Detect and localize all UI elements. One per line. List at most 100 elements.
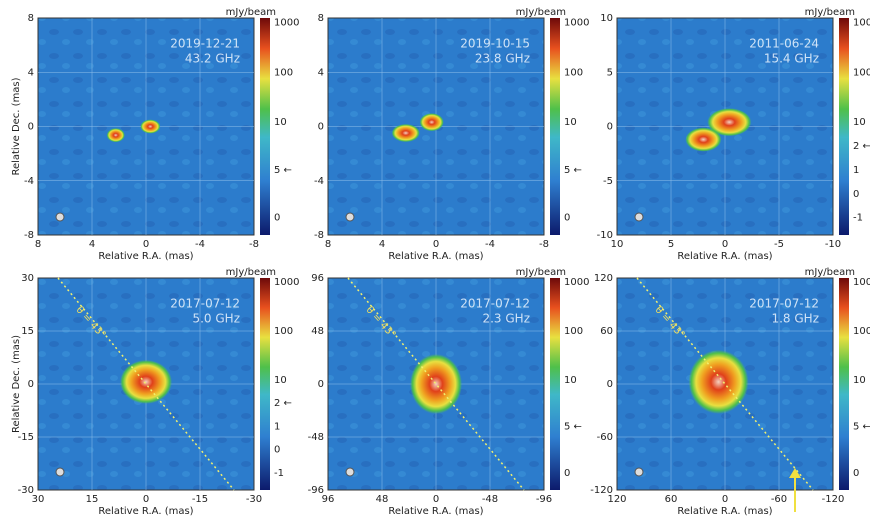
colorbar-tick-label: 100	[274, 67, 293, 78]
colorbar-tick-label: -1	[274, 468, 284, 479]
y-tick-label: 120	[594, 273, 613, 284]
source	[107, 128, 125, 142]
x-tick-label: -48	[482, 494, 498, 505]
colorbar-tick-label: 0	[564, 468, 570, 479]
colorbar	[839, 278, 849, 490]
y-tick-label: -5	[603, 176, 613, 187]
colorbar-tick-label: 0	[853, 189, 859, 200]
y-tick-label: 0	[318, 122, 324, 133]
y-tick-label: 8	[318, 13, 324, 24]
date: 2017-07-12	[749, 297, 819, 311]
colorbar	[260, 18, 270, 235]
colorbar-unit: mJy/beam	[516, 7, 566, 18]
colorbar-tick-label: 10	[274, 117, 287, 128]
frequency: 43.2 GHz	[185, 52, 240, 66]
frequency: 2.3 GHz	[482, 312, 530, 326]
colorbar-unit: mJy/beam	[805, 7, 855, 18]
y-tick-label: 8	[28, 13, 34, 24]
colorbar-tick-label: 0	[564, 213, 570, 224]
y-tick-label: 30	[21, 273, 34, 284]
y-axis-label: Relative Dec. (mas)	[11, 77, 22, 175]
x-tick-label: 5	[668, 239, 674, 250]
colorbar-tick-label: 10	[853, 117, 866, 128]
colorbar-tick-label: 0	[274, 445, 280, 456]
y-tick-label: 5	[607, 67, 613, 78]
y-tick-label: -4	[314, 176, 324, 187]
source	[420, 113, 444, 131]
frequency: 23.8 GHz	[475, 52, 530, 66]
colorbar-tick-label: 10	[564, 117, 577, 128]
x-axis-label: Relative R.A. (mas)	[98, 506, 193, 517]
colorbar-tick-label: 1000	[564, 277, 589, 288]
beam	[56, 468, 64, 476]
y-tick-label: 4	[28, 67, 34, 78]
colorbar-tick-label: 100	[853, 67, 870, 78]
colorbar-tick-label: 5 ←	[274, 165, 292, 176]
y-tick-label: -96	[308, 485, 324, 496]
colorbar-tick-label: 100	[274, 326, 293, 337]
date: 2019-12-21	[170, 37, 240, 51]
x-tick-label: 0	[722, 494, 728, 505]
date: 2017-07-12	[460, 297, 530, 311]
y-tick-label: -120	[590, 485, 613, 496]
x-tick-label: 60	[665, 494, 678, 505]
source	[689, 350, 749, 414]
x-tick-label: -60	[771, 494, 787, 505]
x-tick-label: -4	[195, 239, 205, 250]
y-tick-label: -48	[308, 432, 324, 443]
frequency: 15.4 GHz	[764, 52, 819, 66]
colorbar-tick-label: 2 ←	[853, 141, 870, 152]
x-tick-label: 8	[325, 239, 331, 250]
colorbar	[260, 278, 270, 490]
x-tick-label: 0	[722, 239, 728, 250]
date: 2017-07-12	[170, 297, 240, 311]
colorbar-tick-label: -1	[853, 213, 863, 224]
colorbar-tick-label: 100	[564, 67, 583, 78]
y-tick-label: -8	[314, 230, 324, 241]
source	[685, 128, 721, 152]
colorbar	[550, 278, 560, 490]
colorbar-tick-label: 1000	[274, 17, 299, 28]
x-tick-label: 4	[89, 239, 95, 250]
colorbar-unit: mJy/beam	[226, 7, 276, 18]
colorbar-tick-label: 100	[564, 326, 583, 337]
colorbar-unit: mJy/beam	[805, 267, 855, 278]
x-tick-label: 0	[433, 494, 439, 505]
x-tick-label: 0	[143, 494, 149, 505]
x-axis-label: Relative R.A. (mas)	[98, 251, 193, 262]
colorbar-tick-label: 1	[853, 165, 859, 176]
y-tick-label: -30	[18, 485, 34, 496]
frequency: 5.0 GHz	[192, 312, 240, 326]
y-tick-label: 48	[311, 326, 324, 337]
colorbar-tick-label: 1000	[853, 277, 870, 288]
beam	[346, 468, 354, 476]
x-tick-label: -4	[485, 239, 495, 250]
x-axis-label: Relative R.A. (mas)	[388, 251, 483, 262]
x-tick-label: 8	[35, 239, 41, 250]
x-tick-label: -96	[536, 494, 552, 505]
colorbar-tick-label: 1000	[274, 277, 299, 288]
colorbar-tick-label: 0	[853, 468, 859, 479]
date: 2011-06-24	[749, 37, 819, 51]
x-tick-label: -30	[246, 494, 262, 505]
y-axis-label: Relative Dec. (mas)	[11, 335, 22, 433]
colorbar-unit: mJy/beam	[516, 267, 566, 278]
colorbar-tick-label: 5 ←	[564, 421, 582, 432]
x-tick-label: -8	[249, 239, 259, 250]
x-axis-label: Relative R.A. (mas)	[388, 506, 483, 517]
colorbar-tick-label: 10	[274, 375, 287, 386]
y-tick-label: 0	[28, 122, 34, 133]
x-tick-label: -10	[825, 239, 841, 250]
y-tick-label: 10	[600, 13, 613, 24]
x-tick-label: -15	[192, 494, 208, 505]
colorbar-tick-label: 5 ←	[853, 421, 870, 432]
x-tick-label: 15	[86, 494, 99, 505]
source	[392, 124, 420, 142]
colorbar-tick-label: 100	[853, 326, 870, 337]
y-tick-label: 0	[318, 379, 324, 390]
beam	[346, 213, 354, 221]
y-tick-label: 0	[28, 379, 34, 390]
colorbar-tick-label: 10	[853, 375, 866, 386]
figure: 2019-12-2143.2 GHz840-4-8840-4-8Relative…	[0, 0, 870, 517]
x-tick-label: -120	[822, 494, 845, 505]
